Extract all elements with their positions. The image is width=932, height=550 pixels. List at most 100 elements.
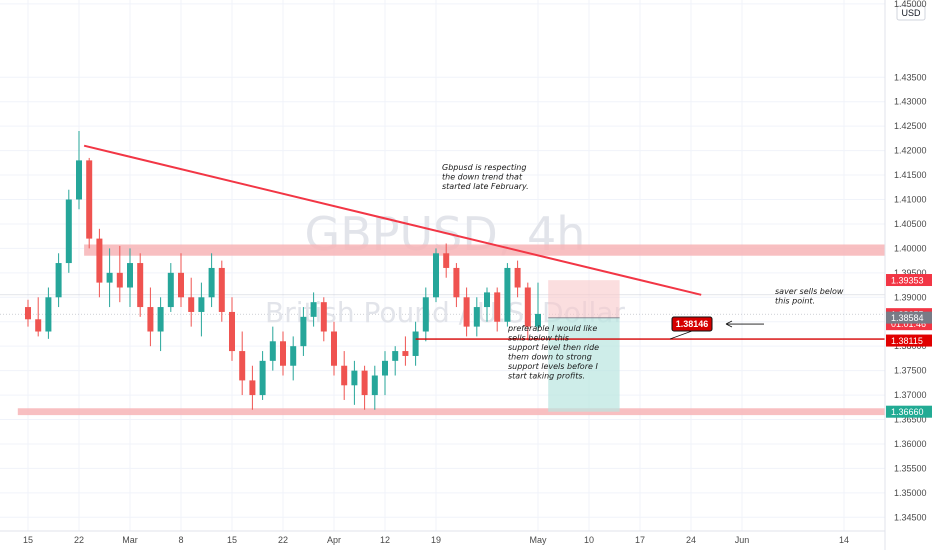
resistance-support-zone [17, 408, 886, 416]
candle-body [392, 351, 399, 361]
candle-body [453, 267, 460, 298]
candle-body [35, 319, 42, 332]
note-trend-line: Gbpusd is respecting [442, 163, 526, 172]
candle-body [167, 272, 174, 308]
note-support-line: start taking profits. [508, 372, 585, 381]
currency-label: USD [901, 8, 921, 18]
candle-body [300, 316, 307, 347]
price-tag-countdown: 01:01:46 [891, 319, 926, 329]
candle-body [310, 302, 317, 317]
note-support-line: support levels before I [508, 362, 598, 371]
candle-body [137, 263, 144, 308]
x-tick-label: 22 [278, 535, 288, 545]
price-label-text: 1.38146 [676, 319, 709, 329]
y-tick-label: 1.36000 [894, 439, 927, 449]
y-ticks: 1.45000 1.43500 1.43000 1.42500 1.42000 1.415… [894, 0, 927, 522]
y-tick-label: 1.42500 [894, 121, 927, 131]
x-tick-label: Mar [122, 535, 138, 545]
candle-body [76, 160, 82, 200]
candle-body [25, 307, 31, 320]
candle-body [229, 311, 235, 352]
candle-body [504, 267, 511, 322]
y-tick-label: 1.40000 [894, 243, 927, 253]
price-tag-label: 1.38115 [891, 336, 923, 346]
y-tick-label: 1.39500 [894, 268, 927, 278]
candle-body [443, 253, 450, 268]
position-target-area [548, 317, 620, 412]
drawings[interactable]: 1.38146 [83, 144, 885, 340]
x-tick-label: 22 [74, 535, 84, 545]
price-tag [886, 334, 932, 347]
price-tag-label: 1.36660 [891, 407, 924, 417]
candle-body [290, 346, 297, 366]
x-tick-label: 8 [178, 535, 183, 545]
candle-body [127, 263, 133, 288]
short-position[interactable] [548, 280, 620, 412]
x-tick-label: 15 [23, 535, 33, 545]
candle-body [55, 263, 62, 298]
candle-body [494, 292, 501, 322]
candle-body [402, 351, 409, 356]
candle-body [157, 307, 164, 332]
y-tick-label: 1.43000 [894, 97, 927, 107]
candle-body [320, 302, 327, 332]
candle-body [65, 199, 72, 264]
x-tick-label: 17 [635, 535, 645, 545]
candle-body [249, 380, 256, 396]
x-tick-label: 14 [839, 535, 849, 545]
note-saver-line: this point. [775, 297, 815, 306]
candle-body [239, 351, 246, 381]
candle-body [198, 297, 205, 312]
price-tag [886, 274, 932, 287]
candle-body [96, 238, 103, 283]
currency-button[interactable] [896, 5, 926, 21]
candle-body [351, 370, 358, 386]
note-trend-line: started late February. [442, 182, 529, 191]
y-tick-label: 1.35500 [894, 463, 927, 473]
y-tick-label: 1.35000 [894, 488, 927, 498]
x-tick-label: 12 [380, 535, 390, 545]
price-label-pointer [669, 330, 693, 340]
price-tag-label: 1.39353 [891, 276, 924, 286]
note-trend-line: the down trend that [442, 173, 523, 182]
candle-body [331, 331, 337, 366]
x-tick-label: 15 [227, 535, 237, 545]
x-ticks: 15 22 Mar 8 15 22 Apr 12 19 May 10 17 24 Jun 14 [23, 535, 849, 545]
x-tick-label: Jun [735, 535, 750, 545]
candle-body [178, 272, 184, 298]
note-support-line: preferable I would like [507, 324, 597, 333]
price-tag [886, 405, 932, 418]
zones [17, 244, 886, 416]
candle-body [269, 341, 276, 361]
price-tag-label: 1.38584 [891, 313, 924, 323]
y-tick-label: 1.37500 [894, 366, 927, 376]
candle-body [433, 253, 439, 298]
candle-body [422, 297, 429, 332]
price-tag [886, 311, 932, 324]
downtrend-line [83, 144, 702, 296]
candle-body [361, 370, 368, 396]
y-tick-label: 1.40500 [894, 219, 927, 229]
candle-body [259, 360, 266, 396]
x-tick-label: 19 [431, 535, 441, 545]
y-tick-label: 1.34500 [894, 512, 927, 522]
y-tick-label: 1.36500 [894, 415, 927, 425]
candle-body [106, 272, 113, 283]
x-tick-label: 10 [584, 535, 594, 545]
x-tick-label: Apr [327, 535, 341, 545]
x-tick-label: 24 [686, 535, 696, 545]
candle-body [514, 267, 521, 288]
candle-body [524, 287, 531, 327]
y-tick-label: 1.43500 [894, 72, 927, 82]
note-support-line: support level then ride [508, 343, 599, 352]
candle-body [484, 292, 490, 308]
candle-body [218, 267, 225, 312]
candle-body [86, 160, 93, 239]
x-tick-label: May [529, 535, 547, 545]
y-tick-label: 1.37000 [894, 390, 927, 400]
candle-body [341, 365, 348, 386]
candle-body [208, 267, 215, 298]
candle-body [412, 331, 419, 356]
